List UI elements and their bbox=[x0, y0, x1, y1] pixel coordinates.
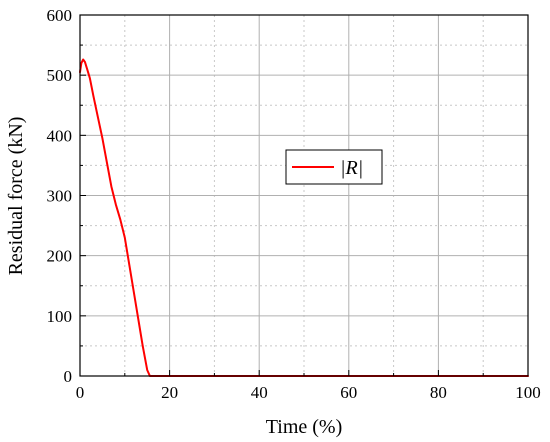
y-tick-label: 500 bbox=[47, 66, 73, 85]
y-tick-label: 300 bbox=[47, 187, 73, 206]
tick-labels: 0 20 40 60 80 100 0 100 200 300 400 500 600 bbox=[47, 6, 541, 402]
x-tick-label: 80 bbox=[430, 383, 447, 402]
y-tick-label: 0 bbox=[64, 367, 73, 386]
x-axis-title: Time (%) bbox=[266, 416, 342, 438]
y-tick-label: 400 bbox=[47, 126, 73, 145]
legend-label: |R| bbox=[340, 157, 363, 179]
ticks bbox=[79, 14, 529, 377]
x-tick-label: 20 bbox=[161, 383, 178, 402]
x-tick-label: 100 bbox=[515, 383, 541, 402]
y-tick-label: 600 bbox=[47, 6, 73, 25]
legend: |R| bbox=[285, 149, 383, 185]
x-tick-label: 40 bbox=[251, 383, 268, 402]
y-tick-label: 200 bbox=[47, 247, 73, 266]
y-axis-title: Residual force (kN) bbox=[5, 117, 27, 276]
x-tick-label: 60 bbox=[340, 383, 357, 402]
y-tick-label: 100 bbox=[47, 307, 73, 326]
x-tick-label: 0 bbox=[76, 383, 85, 402]
grid bbox=[80, 15, 528, 376]
